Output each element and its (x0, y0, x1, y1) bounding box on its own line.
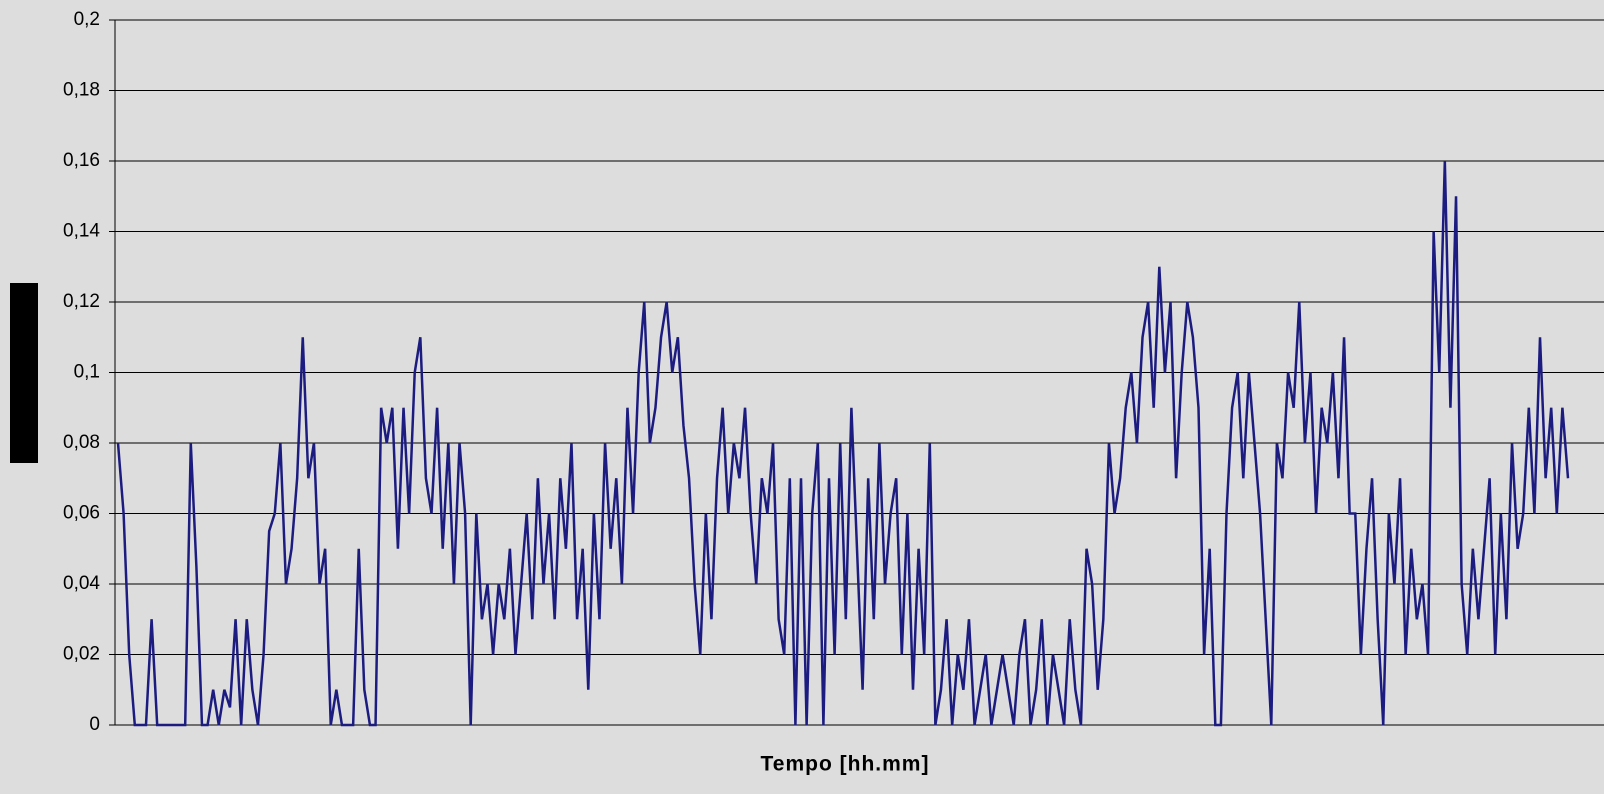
y-tick-label: 0,12 (63, 291, 100, 312)
data-line (116, 160, 1570, 727)
y-tick-label: 0,2 (74, 9, 100, 30)
y-tick-label: 0,18 (63, 80, 100, 101)
x-axis-title: Tempo [hh.mm] (761, 753, 930, 776)
y-tick-label: 0,04 (63, 573, 100, 594)
y-tick-label: 0,02 (63, 644, 100, 665)
y-tick-label: 0,08 (63, 432, 100, 453)
y-tick-label: 0,1 (74, 362, 100, 383)
y-tick-label: 0,16 (63, 150, 100, 171)
y-tick-label: 0 (89, 714, 100, 735)
redacted-axis-label (10, 283, 38, 463)
y-tick-label: 0,14 (63, 221, 100, 242)
y-tick-label: 0,06 (63, 503, 100, 524)
